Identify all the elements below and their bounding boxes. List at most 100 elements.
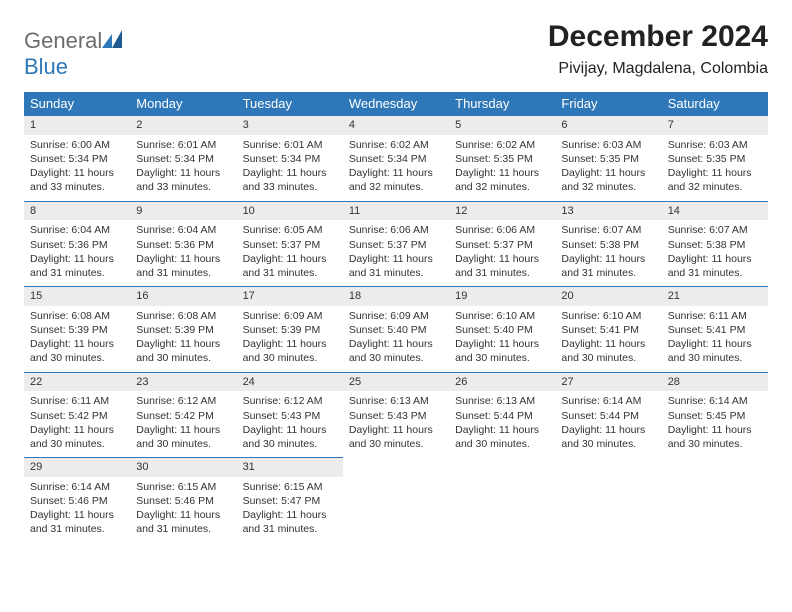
calendar-cell: 7Sunrise: 6:03 AMSunset: 5:35 PMDaylight…	[662, 115, 768, 201]
day-details: Sunrise: 6:02 AMSunset: 5:35 PMDaylight:…	[449, 135, 555, 201]
day-details: Sunrise: 6:13 AMSunset: 5:43 PMDaylight:…	[343, 391, 449, 457]
weekday-header: Thursday	[449, 92, 555, 115]
day-details: Sunrise: 6:15 AMSunset: 5:47 PMDaylight:…	[237, 477, 343, 543]
calendar-cell: 9Sunrise: 6:04 AMSunset: 5:36 PMDaylight…	[130, 201, 236, 287]
calendar-cell: 11Sunrise: 6:06 AMSunset: 5:37 PMDayligh…	[343, 201, 449, 287]
day-number: 25	[343, 372, 449, 392]
day-details: Sunrise: 6:12 AMSunset: 5:43 PMDaylight:…	[237, 391, 343, 457]
day-number: 29	[24, 457, 130, 477]
calendar-cell: 20Sunrise: 6:10 AMSunset: 5:41 PMDayligh…	[555, 286, 661, 372]
day-details: Sunrise: 6:03 AMSunset: 5:35 PMDaylight:…	[662, 135, 768, 201]
day-details: Sunrise: 6:07 AMSunset: 5:38 PMDaylight:…	[555, 220, 661, 286]
calendar-cell: 14Sunrise: 6:07 AMSunset: 5:38 PMDayligh…	[662, 201, 768, 287]
calendar-cell: 29Sunrise: 6:14 AMSunset: 5:46 PMDayligh…	[24, 457, 130, 543]
day-number: 14	[662, 201, 768, 221]
day-number: 5	[449, 115, 555, 135]
calendar-cell: 26Sunrise: 6:13 AMSunset: 5:44 PMDayligh…	[449, 372, 555, 458]
calendar-cell: 10Sunrise: 6:05 AMSunset: 5:37 PMDayligh…	[237, 201, 343, 287]
day-details: Sunrise: 6:14 AMSunset: 5:45 PMDaylight:…	[662, 391, 768, 457]
day-number: 15	[24, 286, 130, 306]
page-title: December 2024	[548, 20, 768, 54]
calendar-cell: 28Sunrise: 6:14 AMSunset: 5:45 PMDayligh…	[662, 372, 768, 458]
calendar-cell	[343, 457, 449, 543]
day-details: Sunrise: 6:10 AMSunset: 5:41 PMDaylight:…	[555, 306, 661, 372]
day-number: 27	[555, 372, 661, 392]
day-number: 20	[555, 286, 661, 306]
day-details: Sunrise: 6:11 AMSunset: 5:41 PMDaylight:…	[662, 306, 768, 372]
day-details: Sunrise: 6:14 AMSunset: 5:46 PMDaylight:…	[24, 477, 130, 543]
day-number: 30	[130, 457, 236, 477]
day-number: 8	[24, 201, 130, 221]
calendar-cell	[449, 457, 555, 543]
day-number: 4	[343, 115, 449, 135]
day-number: 16	[130, 286, 236, 306]
day-details: Sunrise: 6:06 AMSunset: 5:37 PMDaylight:…	[449, 220, 555, 286]
day-number: 19	[449, 286, 555, 306]
calendar-cell: 12Sunrise: 6:06 AMSunset: 5:37 PMDayligh…	[449, 201, 555, 287]
day-details: Sunrise: 6:09 AMSunset: 5:39 PMDaylight:…	[237, 306, 343, 372]
calendar-cell: 1Sunrise: 6:00 AMSunset: 5:34 PMDaylight…	[24, 115, 130, 201]
calendar-cell	[555, 457, 661, 543]
day-details: Sunrise: 6:07 AMSunset: 5:38 PMDaylight:…	[662, 220, 768, 286]
day-details: Sunrise: 6:11 AMSunset: 5:42 PMDaylight:…	[24, 391, 130, 457]
day-number: 13	[555, 201, 661, 221]
day-number: 17	[237, 286, 343, 306]
calendar-cell: 30Sunrise: 6:15 AMSunset: 5:46 PMDayligh…	[130, 457, 236, 543]
day-details: Sunrise: 6:06 AMSunset: 5:37 PMDaylight:…	[343, 220, 449, 286]
weekday-header: Tuesday	[237, 92, 343, 115]
day-number: 10	[237, 201, 343, 221]
weekday-header: Saturday	[662, 92, 768, 115]
calendar-cell: 19Sunrise: 6:10 AMSunset: 5:40 PMDayligh…	[449, 286, 555, 372]
brand-logo: GeneralBlue	[24, 20, 126, 80]
day-details: Sunrise: 6:09 AMSunset: 5:40 PMDaylight:…	[343, 306, 449, 372]
day-number: 18	[343, 286, 449, 306]
day-number: 23	[130, 372, 236, 392]
day-details: Sunrise: 6:04 AMSunset: 5:36 PMDaylight:…	[130, 220, 236, 286]
day-number: 11	[343, 201, 449, 221]
calendar-cell: 23Sunrise: 6:12 AMSunset: 5:42 PMDayligh…	[130, 372, 236, 458]
calendar-cell: 22Sunrise: 6:11 AMSunset: 5:42 PMDayligh…	[24, 372, 130, 458]
day-number: 3	[237, 115, 343, 135]
day-details: Sunrise: 6:15 AMSunset: 5:46 PMDaylight:…	[130, 477, 236, 543]
calendar-cell: 25Sunrise: 6:13 AMSunset: 5:43 PMDayligh…	[343, 372, 449, 458]
calendar-cell: 2Sunrise: 6:01 AMSunset: 5:34 PMDaylight…	[130, 115, 236, 201]
day-number: 21	[662, 286, 768, 306]
calendar-cell: 8Sunrise: 6:04 AMSunset: 5:36 PMDaylight…	[24, 201, 130, 287]
calendar-cell	[662, 457, 768, 543]
calendar-cell: 18Sunrise: 6:09 AMSunset: 5:40 PMDayligh…	[343, 286, 449, 372]
calendar-cell: 17Sunrise: 6:09 AMSunset: 5:39 PMDayligh…	[237, 286, 343, 372]
weekday-header: Sunday	[24, 92, 130, 115]
calendar-cell: 16Sunrise: 6:08 AMSunset: 5:39 PMDayligh…	[130, 286, 236, 372]
calendar-cell: 31Sunrise: 6:15 AMSunset: 5:47 PMDayligh…	[237, 457, 343, 543]
day-details: Sunrise: 6:02 AMSunset: 5:34 PMDaylight:…	[343, 135, 449, 201]
calendar-cell: 6Sunrise: 6:03 AMSunset: 5:35 PMDaylight…	[555, 115, 661, 201]
calendar-cell: 15Sunrise: 6:08 AMSunset: 5:39 PMDayligh…	[24, 286, 130, 372]
day-details: Sunrise: 6:04 AMSunset: 5:36 PMDaylight:…	[24, 220, 130, 286]
calendar-cell: 3Sunrise: 6:01 AMSunset: 5:34 PMDaylight…	[237, 115, 343, 201]
day-number: 7	[662, 115, 768, 135]
day-number: 31	[237, 457, 343, 477]
weekday-header: Monday	[130, 92, 236, 115]
day-details: Sunrise: 6:08 AMSunset: 5:39 PMDaylight:…	[130, 306, 236, 372]
calendar-cell: 13Sunrise: 6:07 AMSunset: 5:38 PMDayligh…	[555, 201, 661, 287]
day-details: Sunrise: 6:01 AMSunset: 5:34 PMDaylight:…	[237, 135, 343, 201]
day-details: Sunrise: 6:10 AMSunset: 5:40 PMDaylight:…	[449, 306, 555, 372]
calendar-table: SundayMondayTuesdayWednesdayThursdayFrid…	[24, 92, 768, 543]
day-number: 28	[662, 372, 768, 392]
day-details: Sunrise: 6:08 AMSunset: 5:39 PMDaylight:…	[24, 306, 130, 372]
calendar-cell: 24Sunrise: 6:12 AMSunset: 5:43 PMDayligh…	[237, 372, 343, 458]
calendar-cell: 27Sunrise: 6:14 AMSunset: 5:44 PMDayligh…	[555, 372, 661, 458]
weekday-header: Friday	[555, 92, 661, 115]
day-details: Sunrise: 6:05 AMSunset: 5:37 PMDaylight:…	[237, 220, 343, 286]
logo-text: GeneralBlue	[24, 28, 126, 80]
day-details: Sunrise: 6:01 AMSunset: 5:34 PMDaylight:…	[130, 135, 236, 201]
day-number: 26	[449, 372, 555, 392]
day-number: 6	[555, 115, 661, 135]
calendar-cell: 5Sunrise: 6:02 AMSunset: 5:35 PMDaylight…	[449, 115, 555, 201]
day-number: 9	[130, 201, 236, 221]
calendar-cell: 21Sunrise: 6:11 AMSunset: 5:41 PMDayligh…	[662, 286, 768, 372]
day-details: Sunrise: 6:12 AMSunset: 5:42 PMDaylight:…	[130, 391, 236, 457]
day-number: 22	[24, 372, 130, 392]
day-number: 24	[237, 372, 343, 392]
location-subtitle: Pivijay, Magdalena, Colombia	[548, 60, 768, 78]
